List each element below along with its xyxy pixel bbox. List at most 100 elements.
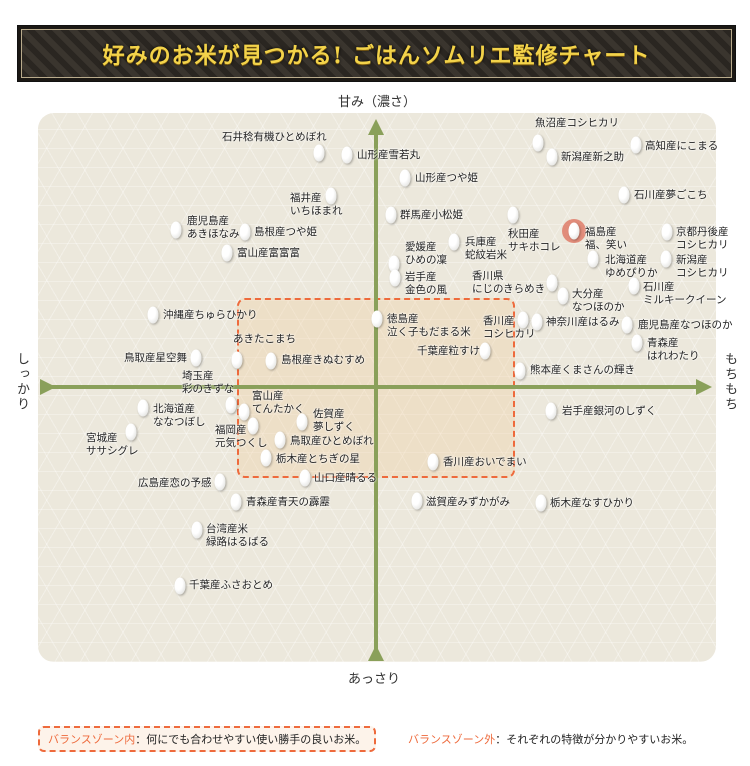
rice-grain-point xyxy=(427,453,439,471)
rice-label: 栃木産とちぎの星 xyxy=(276,453,360,465)
rice-grain-point xyxy=(231,351,243,369)
rice-grain-point xyxy=(371,310,383,328)
rice-grain-point xyxy=(618,186,630,204)
rice-grain-point xyxy=(265,352,277,370)
rice-grain-point xyxy=(299,469,311,487)
rice-grain-point xyxy=(147,306,159,324)
rice-label: 富山産富富富 xyxy=(237,247,300,259)
rice-grain-point xyxy=(274,431,286,449)
rice-label: 滋賀産みずかがみ xyxy=(426,496,510,508)
rice-grain-point xyxy=(385,206,397,224)
rice-label: 佐賀産 夢しずく xyxy=(313,408,355,433)
axis-label-left: しっかり xyxy=(14,352,29,412)
rice-label: 岩手産 金色の風 xyxy=(405,271,447,296)
rice-label: 石川産 ミルキークイーン xyxy=(643,281,727,306)
rice-grain-point xyxy=(660,250,672,268)
rice-label: 栃木産なすひかり xyxy=(550,497,634,509)
rice-grain-point xyxy=(214,473,226,491)
rice-grain-point xyxy=(389,269,401,287)
rice-grain-point xyxy=(621,316,633,334)
rice-grain-point xyxy=(247,417,259,435)
rice-label: 新潟産 コシヒカリ xyxy=(676,254,729,279)
rice-grain-point xyxy=(535,494,547,512)
rice-label: 鳥取産星空舞 xyxy=(124,352,187,364)
rice-grain-point xyxy=(479,342,491,360)
rice-grain-point xyxy=(341,146,353,164)
rice-label: 福岡産 元気つくし xyxy=(215,424,268,449)
rice-label: 島根産つや姫 xyxy=(254,226,317,238)
rice-label: 福島産 福、笑い xyxy=(585,226,627,251)
legend-inside-label: バランスゾーン内 xyxy=(48,733,136,746)
legend-inside-text: ：何にでも合わせやすい使い勝手の良いお米。 xyxy=(135,733,367,746)
rice-grain-point xyxy=(631,334,643,352)
rice-label: 岩手産銀河のしずく xyxy=(562,405,657,417)
rice-label: 香川産 コシヒカリ xyxy=(483,315,536,340)
rice-label: 富山産 てんたかく xyxy=(252,390,305,415)
rice-grain-point xyxy=(313,144,325,162)
rice-label: 徳島産 泣く子もだまる米 xyxy=(387,313,471,338)
rice-grain-point xyxy=(399,169,411,187)
rice-grain-point xyxy=(190,349,202,367)
rice-grain-point xyxy=(507,206,519,224)
chart-plot-area: 石井稔有機ひとめぼれ 山形産雪若丸 山形産つや姫 福井産 いちほまれ 鹿児島産 あきほな… xyxy=(38,113,733,662)
rice-label: 高知産にこまる xyxy=(645,140,719,152)
rice-grain-point xyxy=(531,313,543,331)
rice-label: 北海道産 ゆめぴりか xyxy=(605,254,658,279)
rice-label: 北海道産 ななつぼし xyxy=(153,403,206,428)
rice-grain-point xyxy=(587,250,599,268)
rice-label: 広島産恋の予感 xyxy=(138,477,212,489)
rice-label: 京都丹後産 コシヒカリ xyxy=(676,226,729,251)
rice-grain-point xyxy=(137,399,149,417)
rice-label: 鹿児島産 あきほなみ xyxy=(187,215,240,240)
rice-grain-point xyxy=(238,403,250,421)
rice-grain-point xyxy=(170,221,182,239)
rice-grain-point xyxy=(174,577,186,595)
legend-outside-label: バランスゾーン外 xyxy=(408,733,496,746)
rice-grain-point xyxy=(661,223,673,241)
rice-grain-point xyxy=(325,187,337,205)
title-banner: 好みのお米が見つかる! ごはんソムリエ監修チャート xyxy=(17,25,736,82)
rice-grain-point xyxy=(546,274,558,292)
rice-label: あきたこまち xyxy=(233,333,296,345)
rice-grain-point xyxy=(546,148,558,166)
rice-grain-point xyxy=(448,233,460,251)
rice-grain-point xyxy=(630,136,642,154)
rice-grain-point xyxy=(225,396,237,414)
rice-grain-point xyxy=(628,277,640,295)
rice-label: 新潟産新之助 xyxy=(561,151,624,163)
rice-label: 福井産 いちほまれ xyxy=(290,192,343,217)
rice-label: 群馬産小松姫 xyxy=(400,209,463,221)
rice-label: 台湾産米 緑路はるばる xyxy=(206,523,269,548)
rice-label: 香川産おいでまい xyxy=(443,456,527,468)
legend-outside-zone: バランスゾーン外：それぞれの特徴が分かりやすいお米。 xyxy=(408,731,693,747)
rice-label: 千葉産粒すけ xyxy=(417,345,480,357)
rice-label: 石井稔有機ひとめぼれ xyxy=(222,131,327,143)
rice-grain-point xyxy=(532,134,544,152)
rice-label: 青森産 はれわたり xyxy=(647,337,700,362)
rice-label: 山形産つや姫 xyxy=(415,172,478,184)
rice-label: 鹿児島産なつほのか xyxy=(638,319,733,331)
legend-inside-zone: バランスゾーン内：何にでも合わせやすい使い勝手の良いお米。 xyxy=(38,726,377,752)
rice-label: 香川県 にじのきらめき xyxy=(472,270,546,295)
rice-grain-point xyxy=(388,255,400,273)
rice-label: 熊本産くまさんの輝き xyxy=(530,364,635,376)
rice-grain-point xyxy=(191,521,203,539)
rice-grain-point xyxy=(230,493,242,511)
rice-grain-point xyxy=(557,287,569,305)
axis-label-bottom: あっさり xyxy=(348,672,401,687)
rice-label: 千葉産ふさおとめ xyxy=(189,579,273,591)
rice-label: 鳥取産ひとめぼれ xyxy=(290,435,374,447)
rice-label: 山口産晴るる xyxy=(314,472,377,484)
rice-label: 石川産夢ごこち xyxy=(634,189,708,201)
page-title: 好みのお米が見つかる! ごはんソムリエ監修チャート xyxy=(102,43,651,69)
rice-grain-point xyxy=(545,402,557,420)
rice-label: 魚沼産コシヒカリ xyxy=(535,117,619,129)
rice-grain-point xyxy=(125,423,137,441)
rice-grain-point xyxy=(411,492,423,510)
rice-label: 埼玉産 彩のきずな xyxy=(182,370,235,395)
rice-label: 兵庫産 蛇紋岩米 xyxy=(465,236,507,261)
rice-grain-point xyxy=(239,223,251,241)
rice-label: 大分産 なつほのか xyxy=(572,288,625,313)
rice-label: 宮城産 ササシグレ xyxy=(86,432,139,457)
rice-grain-point xyxy=(221,244,233,262)
